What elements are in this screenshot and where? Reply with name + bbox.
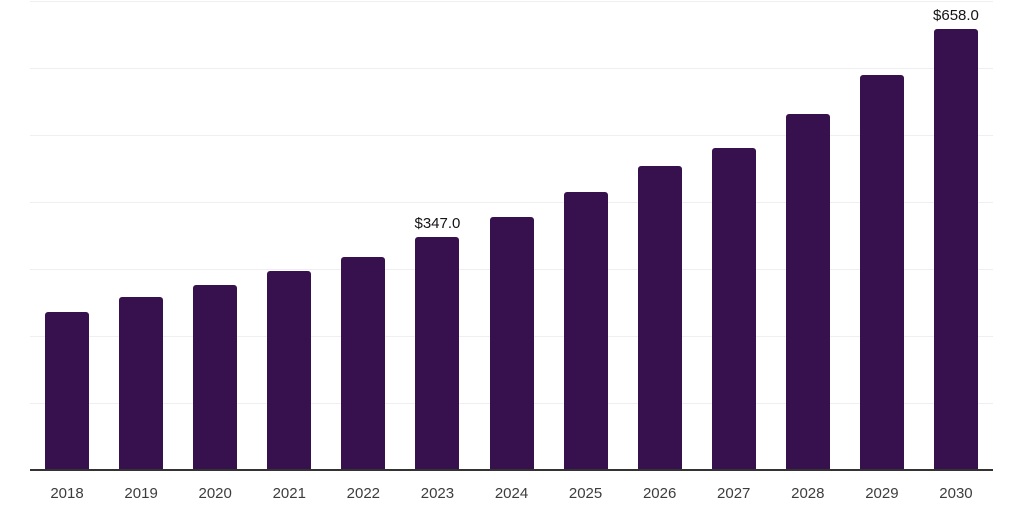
bar-2023	[415, 237, 460, 470]
bar-2021	[267, 270, 312, 470]
bar-2030	[933, 29, 978, 470]
bar-2022	[341, 256, 386, 470]
x-tick-2021: 2021	[272, 485, 306, 502]
x-tick-2024: 2024	[494, 485, 529, 502]
bar-2019	[119, 296, 164, 470]
bar-2027	[711, 148, 756, 470]
bar-2026	[637, 166, 682, 470]
x-tick-2029: 2029	[865, 485, 899, 502]
x-tick-2028: 2028	[791, 485, 825, 502]
gridline-600	[30, 67, 993, 69]
value-label-2030: $658.0	[933, 7, 979, 25]
x-tick-2026: 2026	[642, 485, 677, 502]
bar-2029	[859, 75, 904, 470]
x-tick-2023: 2023	[420, 485, 455, 502]
bar-2020	[193, 285, 238, 470]
x-tick-2018: 2018	[50, 485, 84, 502]
x-tick-2020: 2020	[198, 485, 232, 502]
x-axis-line	[30, 468, 993, 471]
x-tick-2030: 2030	[939, 485, 973, 502]
bar-2024	[489, 216, 534, 470]
x-tick-2022: 2022	[346, 485, 381, 502]
value-label-2023: $347.0	[414, 215, 461, 233]
gridline-500	[30, 134, 993, 136]
gridline-700	[30, 1, 993, 2]
x-tick-2019: 2019	[124, 485, 158, 502]
gridline-400	[30, 201, 993, 203]
x-tick-2027: 2027	[717, 485, 751, 502]
bar-2025	[563, 191, 608, 470]
bar-2028	[785, 114, 830, 470]
bar-2018	[45, 312, 90, 470]
x-tick-2025: 2025	[568, 485, 603, 502]
